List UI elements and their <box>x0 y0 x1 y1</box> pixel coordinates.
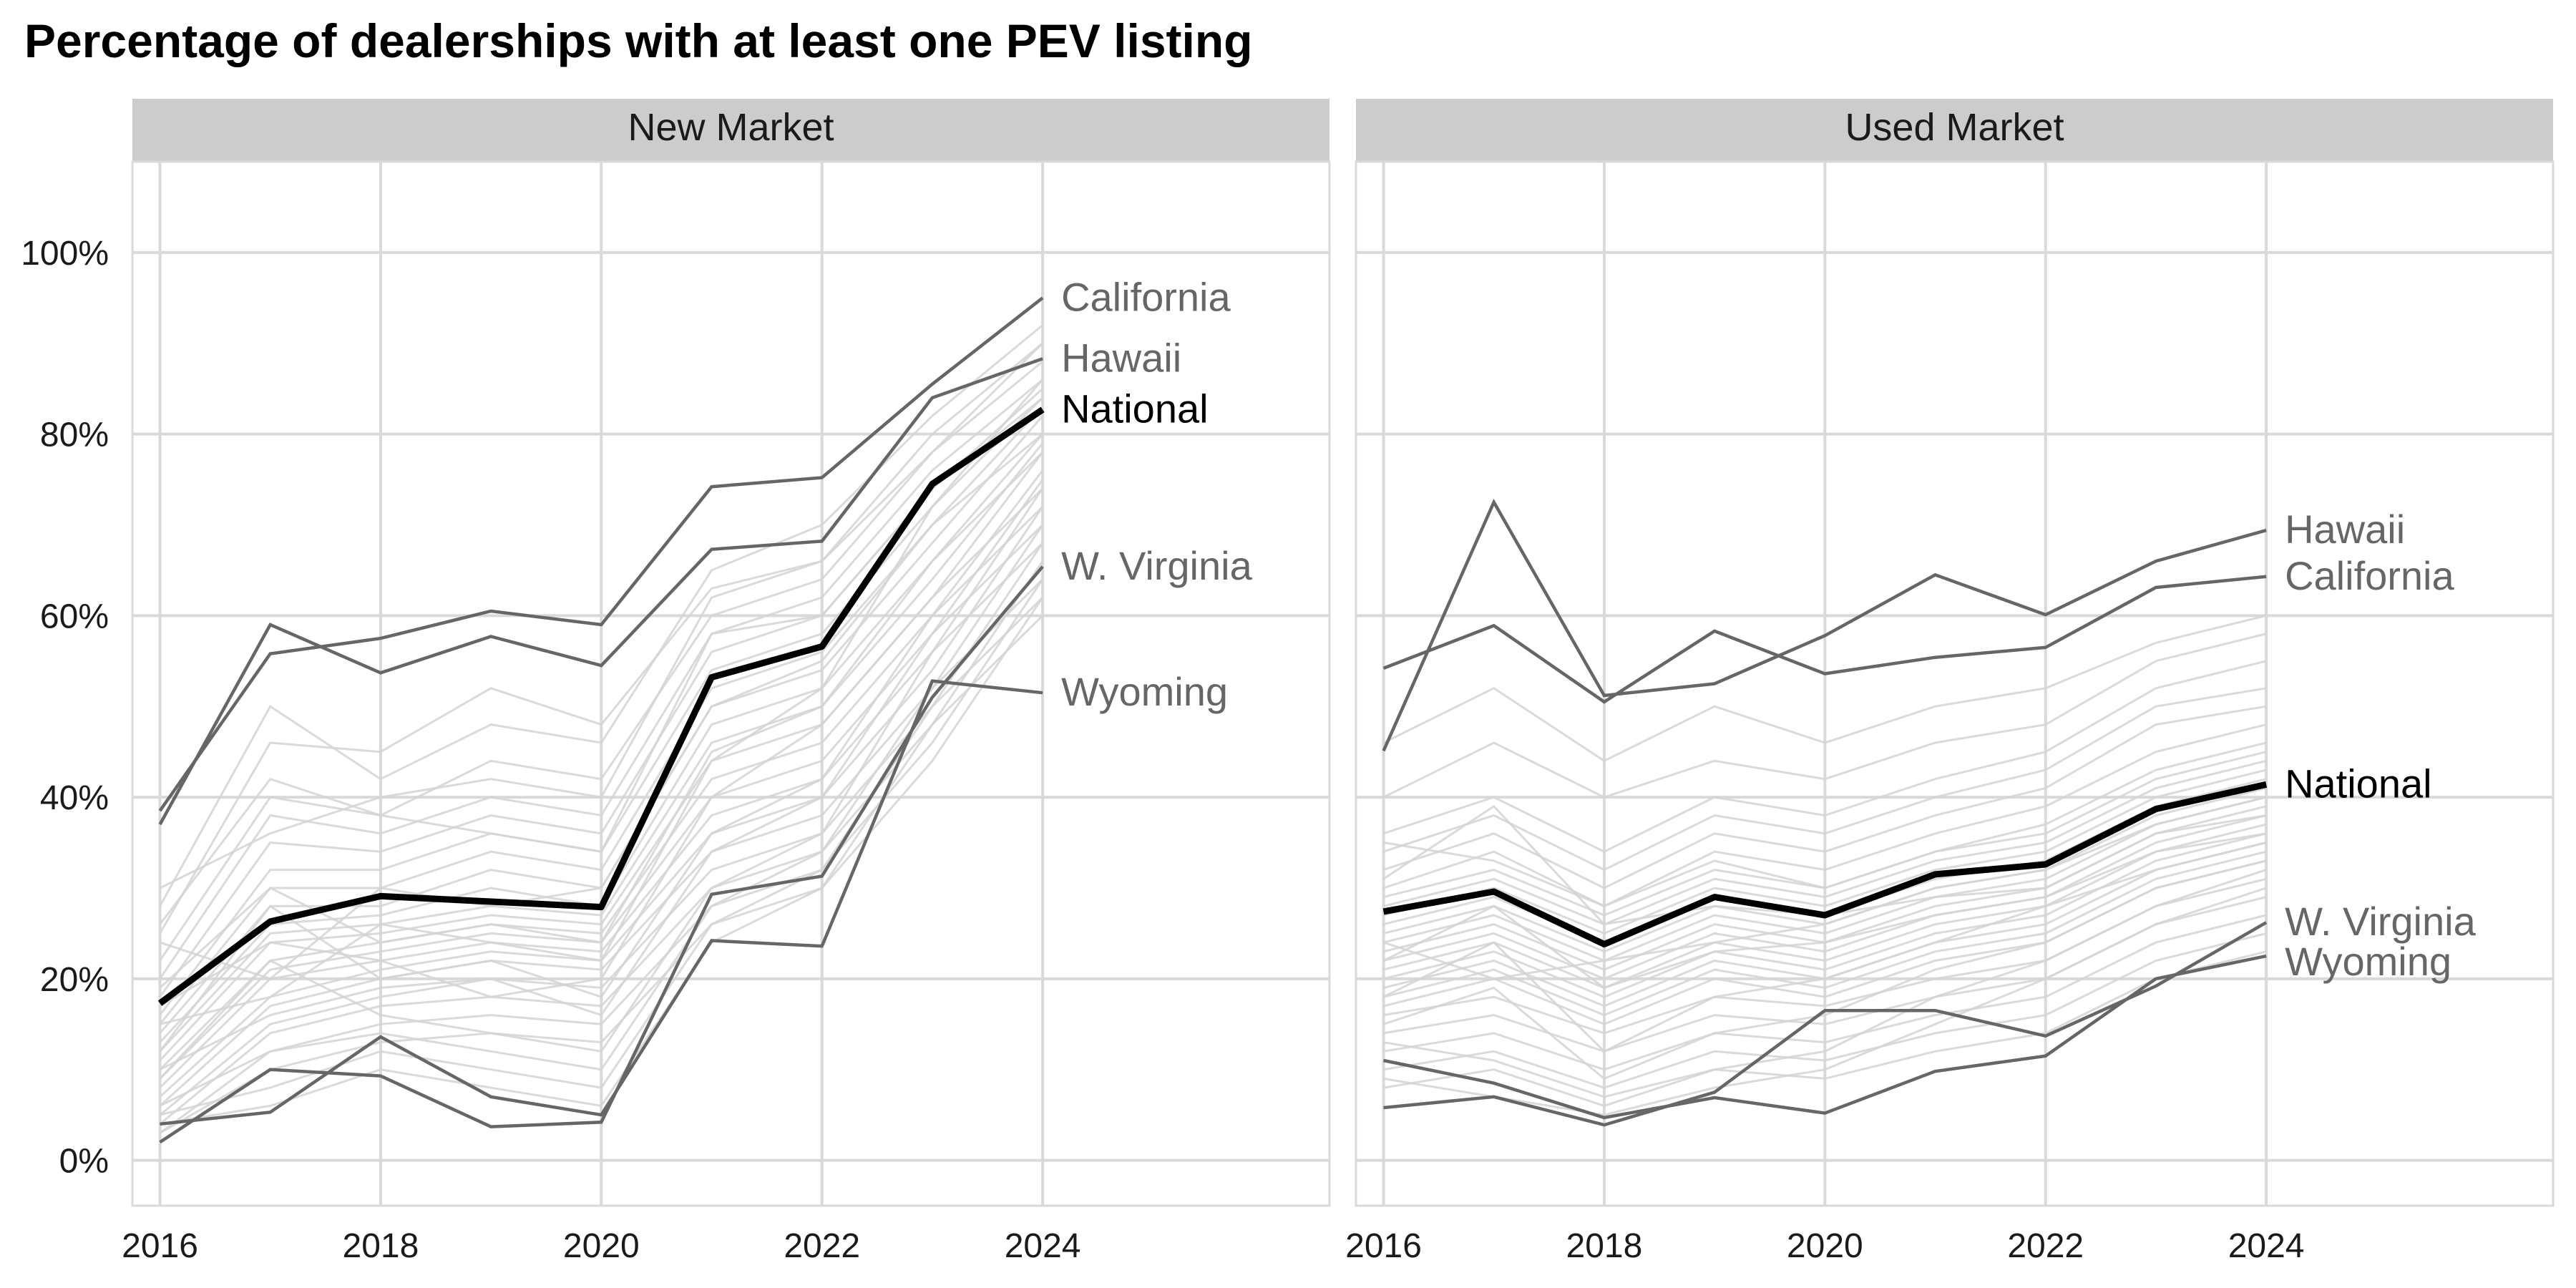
panel-used-market: Used Market 2016 2018 2020 2022 2024 HawaiiCal… <box>1345 99 2555 1265</box>
state-series-line <box>1383 832 2267 998</box>
state-series-line <box>1383 814 2267 980</box>
state-series-line <box>1382 614 2267 763</box>
panel-border <box>131 160 1331 1207</box>
series-label-wyoming: Wyoming <box>2285 939 2451 984</box>
state-series-line <box>159 487 1044 1008</box>
state-series-line <box>1383 759 2267 926</box>
state-series-line <box>159 597 1044 1134</box>
y-tick-label: 60% <box>40 597 109 635</box>
y-tick-label: 20% <box>40 961 109 999</box>
state-series-line <box>1383 950 2267 1107</box>
panel-new-market: New Market 2016 2018 2020 2022 2024 0% 20% 40% 60… <box>21 99 1331 1265</box>
state-series-line <box>1383 660 2267 853</box>
state-series-line <box>1383 796 2267 980</box>
panel-border <box>1355 160 2555 1207</box>
series-line-wyoming <box>160 679 1043 1126</box>
state-series-line <box>159 469 1044 1070</box>
state-series-line <box>159 360 1044 962</box>
state-series-line <box>159 542 1044 1116</box>
state-series-line <box>1383 932 2267 1089</box>
state-series-line <box>160 379 1044 1025</box>
series-label-national: National <box>2285 761 2431 806</box>
x-tick-label: 2020 <box>1787 1227 1863 1265</box>
state-series-line <box>1383 705 2267 889</box>
state-series-line <box>159 451 1044 989</box>
chart-title: Percentage of dealerships with at least … <box>24 14 1252 67</box>
series-line-california <box>1382 575 2267 704</box>
x-tick-label: 2024 <box>1005 1227 1081 1265</box>
state-series-line <box>160 615 1044 1126</box>
panel-strip-label: Used Market <box>1845 106 2064 149</box>
series-line-wyoming <box>1383 954 2267 1120</box>
y-tick-label: 40% <box>40 779 109 817</box>
x-tick-label: 2018 <box>1566 1227 1643 1265</box>
x-tick-label: 2016 <box>122 1227 198 1265</box>
series-line-national <box>1382 781 2268 948</box>
series-line-w-virginia <box>159 565 1044 1144</box>
panel-strip-label: New Market <box>628 106 834 149</box>
state-series-line <box>159 396 1044 925</box>
series-line-hawaii <box>158 357 1043 826</box>
state-series-line <box>159 324 1044 907</box>
panel-strip <box>1356 99 2553 162</box>
series-label-national: National <box>1061 386 1208 431</box>
series-label-california: California <box>2285 553 2454 598</box>
x-tick-label: 2022 <box>784 1227 860 1265</box>
state-series-line <box>1383 823 2267 990</box>
series-label-wyoming: Wyoming <box>1061 669 1228 714</box>
series-label-w-virginia: W. Virginia <box>2285 899 2476 944</box>
state-series-line <box>1383 796 2267 962</box>
series-line-hawaii <box>1382 498 2267 752</box>
state-series-line <box>1383 769 2267 935</box>
state-series-line <box>159 578 1044 1134</box>
state-series-line <box>1383 859 2267 1080</box>
panel-strip <box>132 99 1330 162</box>
state-series-line <box>159 578 1044 1107</box>
y-tick-label: 100% <box>21 235 109 273</box>
state-series-line <box>1383 887 2267 1116</box>
state-series-line <box>160 596 1044 1116</box>
state-series-line <box>159 342 1044 935</box>
x-tick-label: 2016 <box>1345 1227 1422 1265</box>
y-tick-label: 80% <box>40 416 109 454</box>
series-label-hawaii: Hawaii <box>2285 507 2405 552</box>
series-label-california: California <box>1061 274 1231 319</box>
x-tick-label: 2024 <box>2228 1227 2305 1265</box>
series-line-california <box>158 296 1044 812</box>
state-series-line <box>1383 869 2267 1098</box>
state-series-line <box>1383 751 2267 907</box>
series-label-w-virginia: W. Virginia <box>1061 543 1252 588</box>
state-series-line <box>1382 841 2267 1053</box>
state-series-line <box>1382 832 2267 990</box>
state-series-line <box>1383 687 2267 872</box>
x-tick-label: 2022 <box>2007 1227 2084 1265</box>
x-tick-label: 2018 <box>343 1227 419 1265</box>
state-series-line <box>159 524 1044 1071</box>
series-line-national <box>157 406 1045 1006</box>
state-series-line <box>159 542 1044 1080</box>
x-tick-label: 2020 <box>563 1227 640 1265</box>
state-series-line <box>1382 633 2267 799</box>
state-series-line <box>1383 723 2267 907</box>
y-tick-label: 0% <box>59 1143 109 1181</box>
state-series-line <box>159 342 1044 889</box>
series-label-hawaii: Hawaii <box>1061 335 1181 380</box>
state-series-line <box>1383 914 2267 1071</box>
state-series-line <box>159 506 1044 1053</box>
state-series-line <box>1383 850 2267 1017</box>
state-series-line <box>159 524 1044 1107</box>
